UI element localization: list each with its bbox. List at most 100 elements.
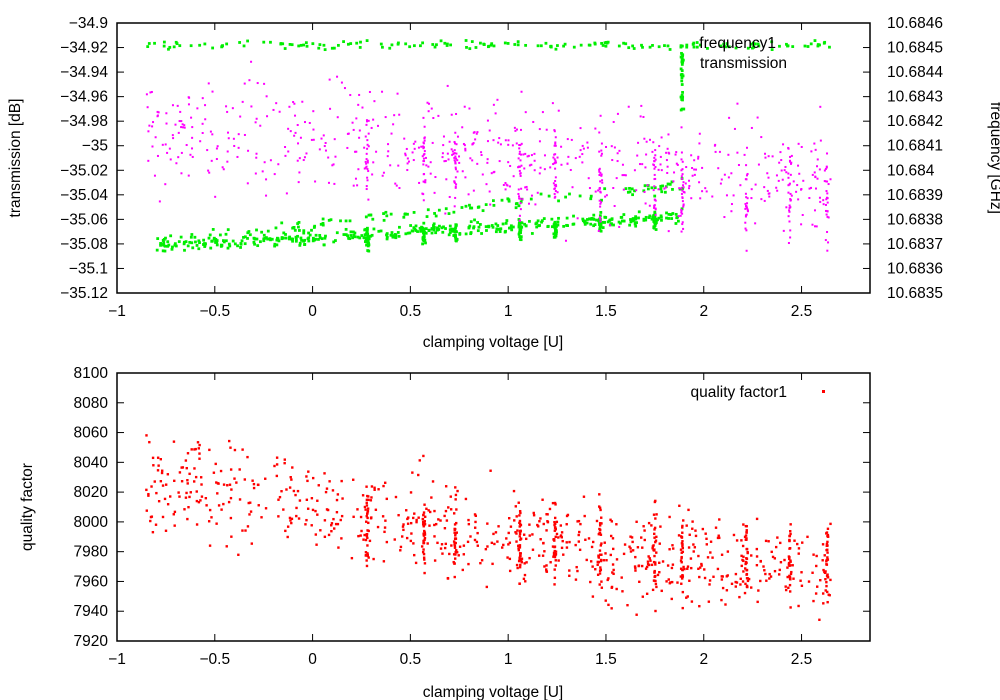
quality-factor-point <box>679 575 683 578</box>
transmission-point <box>587 177 590 180</box>
quality-factor-point <box>793 539 796 542</box>
transmission-point <box>652 141 655 144</box>
transmission-point <box>604 195 607 198</box>
quality-factor-point <box>520 558 523 562</box>
quality-factor-point <box>789 560 792 563</box>
transmission-point <box>318 148 321 151</box>
quality-factor-point <box>383 526 387 529</box>
transmission-point <box>553 144 556 147</box>
quality-factor-point <box>680 536 684 539</box>
quality-factor-point <box>367 498 370 502</box>
transmission-point <box>681 200 684 203</box>
quality-factor-point <box>814 592 818 595</box>
quality-factor-point <box>676 581 679 584</box>
quality-factor-point <box>670 597 673 601</box>
transmission-point <box>598 150 601 153</box>
quality-factor-point <box>241 448 244 451</box>
quality-factor-point <box>449 495 452 498</box>
frequency-point <box>321 217 325 221</box>
quality-factor-point <box>415 520 418 524</box>
quality-factor-point <box>453 546 457 549</box>
x-tick-label: −1 <box>108 303 126 320</box>
transmission-point <box>767 192 770 195</box>
frequency-point <box>631 193 634 197</box>
quality-factor-point <box>755 517 759 521</box>
transmission-point <box>783 169 786 172</box>
quality-factor-point <box>769 575 773 578</box>
quality-factor-point <box>599 508 602 512</box>
quality-factor-point <box>807 580 811 583</box>
frequency-point <box>692 45 696 49</box>
frequency-point <box>304 41 308 45</box>
transmission-point <box>486 140 489 143</box>
top-legend: frequency1 transmission <box>699 35 787 72</box>
frequency-point <box>508 226 511 230</box>
frequency-point <box>621 219 624 223</box>
quality-factor-point <box>340 479 343 483</box>
quality-factor-point <box>220 508 223 511</box>
transmission-point <box>654 158 657 161</box>
frequency-point <box>588 217 591 221</box>
quality-factor-point <box>797 547 801 550</box>
quality-factor-point <box>642 525 645 528</box>
transmission-point <box>624 174 627 177</box>
transmission-point <box>312 138 315 141</box>
frequency-point <box>610 218 614 221</box>
transmission-point <box>412 159 415 162</box>
transmission-point <box>453 140 456 143</box>
quality-factor-point <box>517 501 520 504</box>
quality-factor-point <box>376 525 380 529</box>
frequency-point <box>679 73 683 77</box>
quality-factor-point <box>340 514 344 518</box>
frequency-point <box>424 231 428 235</box>
frequency-point <box>215 243 219 247</box>
transmission-point <box>443 160 446 163</box>
quality-factor-point <box>539 538 542 541</box>
quality-factor-point <box>507 531 510 535</box>
transmission-point <box>653 173 656 176</box>
frequency-point <box>490 42 494 46</box>
quality-factor-point <box>680 551 683 554</box>
quality-factor-point <box>147 494 150 497</box>
frequency-point <box>365 228 369 232</box>
transmission-point <box>600 142 603 145</box>
frequency-point <box>188 240 192 244</box>
frequency-point <box>220 44 224 48</box>
transmission-point <box>455 183 458 186</box>
frequency-point <box>166 240 170 244</box>
transmission-point <box>567 155 570 158</box>
quality-factor-point <box>764 572 767 576</box>
y-tick-label: 8000 <box>74 514 109 531</box>
frequency-point <box>756 42 760 46</box>
frequency-point <box>311 236 315 240</box>
transmission-point <box>763 186 766 189</box>
transmission-point <box>451 150 454 153</box>
quality-factor-point <box>517 547 520 550</box>
x-tick-label: −0.5 <box>199 303 230 320</box>
y-tick-label: −35.1 <box>69 260 108 277</box>
transmission-point <box>598 199 601 202</box>
transmission-point <box>554 142 557 145</box>
transmission-point <box>811 173 814 176</box>
quality-factor-point <box>762 565 765 568</box>
frequency-point <box>518 226 522 229</box>
frequency-point <box>523 222 527 226</box>
frequency-point <box>518 231 521 235</box>
transmission-point <box>441 156 444 159</box>
transmission-point <box>554 195 557 198</box>
quality-factor-point <box>797 552 800 555</box>
frequency-point <box>562 44 566 48</box>
quality-factor-point <box>399 545 403 549</box>
transmission-point <box>825 213 828 216</box>
quality-factor-point <box>423 520 427 523</box>
quality-factor-point <box>799 579 802 582</box>
quality-factor-point <box>278 495 282 499</box>
quality-factor-point <box>681 531 684 534</box>
y2-tick-label: 10.6835 <box>887 285 943 302</box>
quality-factor-point <box>607 577 610 580</box>
quality-factor-point <box>714 526 718 529</box>
transmission-point <box>654 149 657 152</box>
quality-factor-point <box>305 518 308 522</box>
quality-factor-point <box>681 606 684 610</box>
frequency-point <box>539 44 543 48</box>
